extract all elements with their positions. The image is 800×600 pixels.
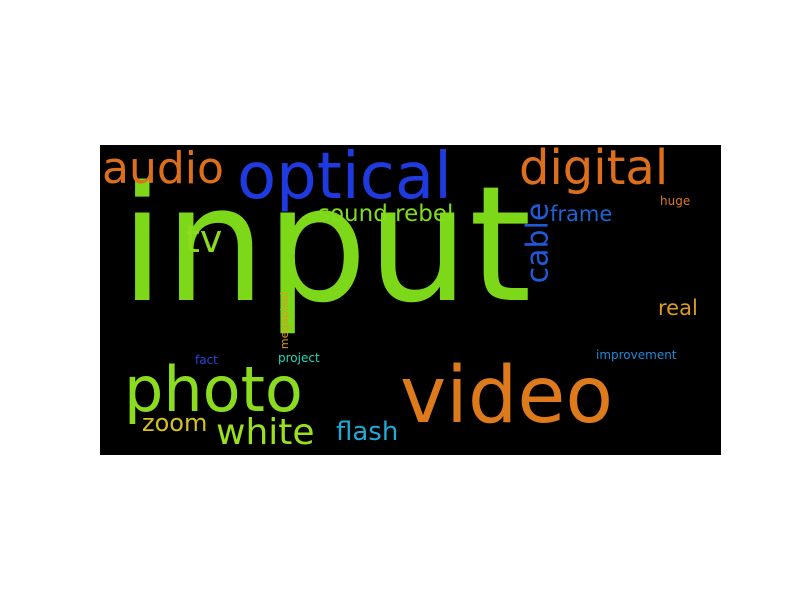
word-megapixel: megapixel [278, 291, 292, 350]
word-sound-rebel: sound rebel [318, 201, 454, 227]
word-input: input [120, 151, 532, 338]
word-improvement: improvement [596, 348, 677, 362]
word-photo: photo [124, 353, 303, 426]
word-fact: fact [195, 353, 218, 367]
word-tv: tv [185, 217, 223, 261]
word-cloud: input optical digital audio tv sound reb… [100, 145, 721, 455]
word-audio: audio [102, 145, 224, 194]
word-optical: optical [237, 145, 452, 214]
word-frame: frame [550, 202, 613, 226]
word-real: real [658, 296, 698, 320]
word-cable: cable [520, 202, 556, 284]
word-white: white [216, 412, 315, 453]
word-zoom: zoom [142, 409, 208, 437]
word-video: video [400, 351, 614, 441]
word-huge: huge [660, 194, 691, 208]
word-flash: flash [336, 417, 399, 447]
word-project: project [278, 351, 320, 365]
word-digital: digital [519, 145, 669, 196]
